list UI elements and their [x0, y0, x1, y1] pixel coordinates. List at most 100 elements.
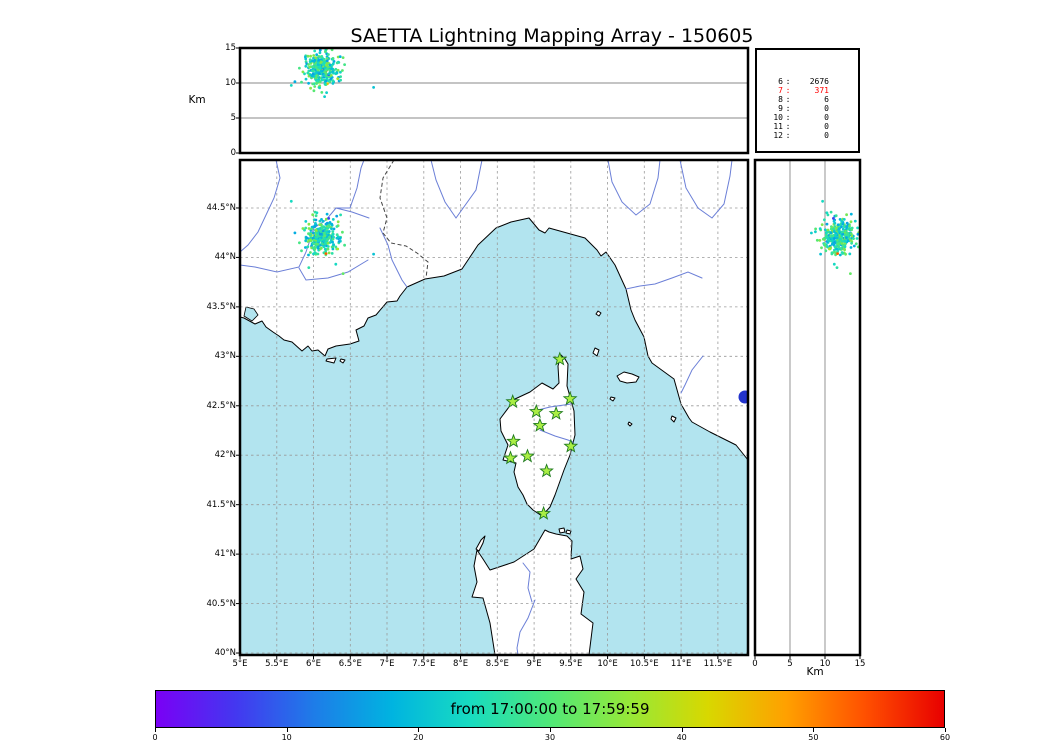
montecristo-island	[627, 421, 633, 427]
tick-label: 60	[939, 733, 951, 742]
lma-station-star	[505, 394, 521, 409]
tick-label: 43°N	[214, 351, 236, 362]
lma-station-star	[548, 405, 564, 420]
map-panel	[236, 158, 750, 659]
port-cros-island	[339, 358, 346, 364]
tick-label: 44°N	[214, 252, 236, 263]
panel-frame	[238, 158, 750, 657]
giglio-island	[670, 415, 677, 423]
panel-frame	[238, 46, 750, 155]
lma-station-star	[552, 351, 568, 366]
tick-label: 8.5°E	[485, 659, 509, 669]
river-path	[679, 160, 733, 219]
land-masses	[240, 160, 748, 655]
tick-label: 40.5°N	[206, 598, 236, 609]
tick-label: 5°E	[232, 659, 248, 669]
station-count-row: 6:2676	[778, 77, 829, 86]
tick-label: 5	[787, 659, 793, 669]
tick-label: 20	[413, 733, 424, 742]
gorgona-island	[595, 310, 602, 317]
figure-title: SAETTA Lightning Mapping Array - 150605	[350, 25, 754, 47]
tick-label: 10	[819, 659, 831, 669]
river-path	[455, 160, 483, 219]
station-count-row: 8:6	[778, 95, 829, 104]
tick-label: 50	[808, 733, 819, 742]
porquerolles-island	[325, 357, 337, 364]
tick-label: 6°E	[306, 659, 322, 669]
tick-label: 5	[230, 113, 236, 123]
river-path	[335, 207, 370, 219]
colorbar-label: from 17:00:00 to 17:59:59	[450, 700, 650, 718]
lma-station-star	[539, 463, 554, 478]
maddalena-island	[565, 529, 572, 535]
pianosa-island	[609, 396, 616, 402]
capraia-island	[592, 347, 600, 357]
altitude-axis-unit-label: Km	[188, 94, 206, 106]
station-count-row: 9:0	[778, 104, 829, 113]
river-path	[680, 355, 704, 394]
lma-station-star	[528, 403, 544, 419]
river-path	[430, 160, 457, 219]
tick-label: 15	[225, 43, 236, 53]
station-count-row: 12:0	[773, 131, 829, 140]
station-count-row: 10:0	[773, 113, 829, 122]
lightning-scatter-map	[289, 199, 375, 275]
colorbar-tick	[155, 728, 156, 732]
tick-label: 44.5°N	[206, 202, 236, 213]
lma-station-star	[532, 417, 548, 432]
river-path	[625, 271, 703, 290]
colorbar-tick	[286, 728, 288, 732]
tick-label: 0	[230, 148, 236, 158]
tick-label: 7°E	[379, 659, 395, 669]
colorbar-tick	[945, 728, 946, 732]
river-path	[516, 599, 536, 655]
lightning-scatter-altitude-longitude	[289, 48, 375, 98]
tick-label: 0	[752, 659, 758, 669]
lma-station-star	[562, 391, 578, 406]
elba-island	[616, 371, 640, 384]
tick-label: 6.5°E	[338, 659, 362, 669]
maddalena-island	[558, 527, 566, 534]
tick-label: 9.5°E	[559, 659, 583, 669]
tick-label: 15	[854, 659, 866, 669]
tick-label: 11°E	[670, 659, 692, 669]
tick-label: 0	[152, 733, 158, 742]
river-path	[298, 259, 369, 281]
asinara-island	[475, 535, 486, 552]
panel-frame	[753, 158, 862, 657]
station-stats-panel: 6:2676 7:371 8:6 9:0 10:0 11:0 12:0	[755, 48, 860, 153]
tick-label: 10°E	[597, 659, 618, 669]
tick-label: 42.5°N	[206, 400, 236, 411]
lake-marker	[738, 390, 748, 404]
lma-stations	[503, 351, 579, 520]
altitude-latitude-panel	[753, 158, 862, 659]
france-italy-border	[379, 160, 429, 279]
tick-label: 8°E	[453, 659, 469, 669]
tick-label: 41.5°N	[206, 499, 236, 510]
colorbar-tick	[813, 728, 815, 732]
tick-label: 41°N	[214, 549, 236, 560]
lma-station-star	[520, 448, 535, 463]
river-path	[240, 160, 281, 253]
tick-label: 9°E	[526, 659, 542, 669]
tick-label: 11.5°E	[703, 659, 733, 669]
altitude-axis-unit-label: Km	[806, 666, 824, 678]
station-count-row: 11:0	[773, 122, 829, 131]
river-path	[379, 227, 408, 288]
lma-station-star	[563, 438, 579, 453]
lightning-scatter-altitude-latitude	[810, 199, 860, 275]
sardinia	[471, 529, 594, 655]
station-count-row: 7:371	[778, 86, 829, 95]
etang-de-berre	[243, 306, 259, 322]
altitude-gridlines	[240, 82, 748, 119]
tick-label: 5.5°E	[265, 659, 289, 669]
colorbar-tick	[418, 728, 420, 732]
tick-label: 7.5°E	[412, 659, 436, 669]
lma-station-star	[506, 433, 521, 448]
tick-label: 40°N	[214, 648, 236, 659]
lma-station-star	[536, 505, 552, 520]
map-gridlines	[240, 160, 748, 655]
colorbar: from 17:00:00 to 17:59:59	[155, 690, 945, 728]
river-path	[533, 403, 572, 412]
